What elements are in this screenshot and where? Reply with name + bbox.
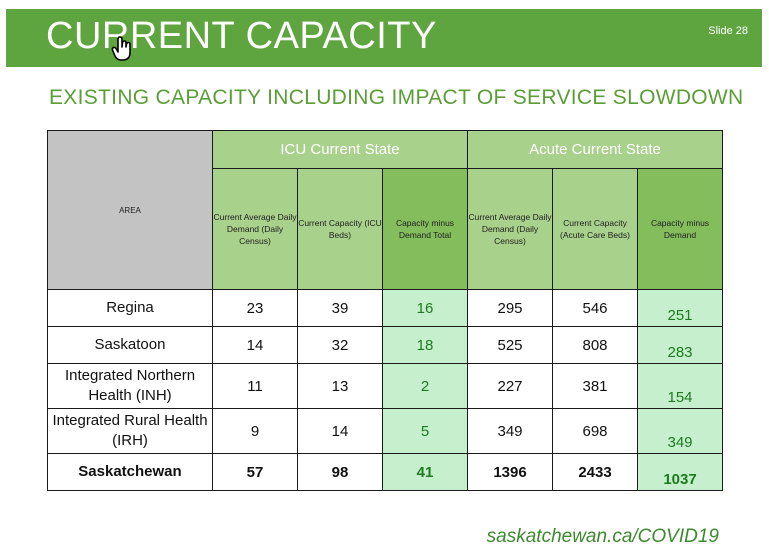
diff-cell: 18 bbox=[382, 326, 468, 364]
diff-cell: 16 bbox=[382, 289, 468, 327]
value-cell: 23 bbox=[212, 289, 298, 327]
value-cell: 295 bbox=[467, 289, 553, 327]
value-cell: 2433 bbox=[552, 453, 638, 491]
column-header: Current Average Daily Demand (Daily Cens… bbox=[467, 168, 553, 290]
diff-cell: 2 bbox=[382, 363, 468, 409]
table-row: Integrated Rural Health (IRH) 9 14 5 349… bbox=[47, 408, 723, 454]
icu-current-state-header: ICU Current State bbox=[212, 130, 468, 169]
value-cell: 808 bbox=[552, 326, 638, 364]
value-cell: 14 bbox=[212, 326, 298, 364]
area-cell: Integrated Rural Health (IRH) bbox=[47, 408, 213, 454]
table-row: Regina 23 39 16 295 546 251 bbox=[47, 289, 723, 327]
slide-title: CURRENT CAPACITY bbox=[46, 15, 437, 57]
value-cell: 11 bbox=[212, 363, 298, 409]
diff-cell: 1037 bbox=[637, 453, 723, 491]
value-cell: 98 bbox=[297, 453, 383, 491]
diff-cell: 5 bbox=[382, 408, 468, 454]
value-cell: 525 bbox=[467, 326, 553, 364]
value-cell: 546 bbox=[552, 289, 638, 327]
capacity-table: AREA ICU Current State Acute Current Sta… bbox=[47, 130, 723, 491]
table-row: Saskatoon 14 32 18 525 808 283 bbox=[47, 326, 723, 364]
value-cell: 227 bbox=[467, 363, 553, 409]
value-cell: 32 bbox=[297, 326, 383, 364]
acute-current-state-header: Acute Current State bbox=[467, 130, 723, 169]
title-bar: CURRENT CAPACITY Slide 28 bbox=[6, 9, 762, 67]
area-cell: Integrated Northern Health (INH) bbox=[47, 363, 213, 409]
diff-cell: 283 bbox=[637, 326, 723, 364]
diff-cell: 251 bbox=[637, 289, 723, 327]
column-header: Capacity minus Demand Total bbox=[382, 168, 468, 290]
value-cell: 9 bbox=[212, 408, 298, 454]
value-cell: 57 bbox=[212, 453, 298, 491]
total-row: Saskatchewan 57 98 41 1396 2433 1037 bbox=[47, 453, 723, 491]
area-cell: Saskatoon bbox=[47, 326, 213, 364]
slide-number: Slide 28 bbox=[708, 25, 748, 37]
slide-subtitle: EXISTING CAPACITY INCLUDING IMPACT OF SE… bbox=[49, 86, 744, 109]
column-header: Current Average Daily Demand (Daily Cens… bbox=[212, 168, 298, 290]
table-row: Integrated Northern Health (INH) 11 13 2… bbox=[47, 363, 723, 409]
value-cell: 698 bbox=[552, 408, 638, 454]
diff-cell: 41 bbox=[382, 453, 468, 491]
hand-pointer-icon bbox=[111, 36, 131, 61]
value-cell: 13 bbox=[297, 363, 383, 409]
area-header: AREA bbox=[47, 130, 213, 290]
diff-cell: 349 bbox=[637, 408, 723, 454]
value-cell: 349 bbox=[467, 408, 553, 454]
value-cell: 381 bbox=[552, 363, 638, 409]
footer-link[interactable]: saskatchewan.ca/COVID19 bbox=[486, 526, 719, 547]
diff-cell: 154 bbox=[637, 363, 723, 409]
area-cell: Regina bbox=[47, 289, 213, 327]
value-cell: 1396 bbox=[467, 453, 553, 491]
column-header: Current Capacity (ICU Beds) bbox=[297, 168, 383, 290]
column-header: Capacity minus Demand bbox=[637, 168, 723, 290]
value-cell: 14 bbox=[297, 408, 383, 454]
area-cell: Saskatchewan bbox=[47, 453, 213, 491]
column-header: Current Capacity (Acute Care Beds) bbox=[552, 168, 638, 290]
value-cell: 39 bbox=[297, 289, 383, 327]
